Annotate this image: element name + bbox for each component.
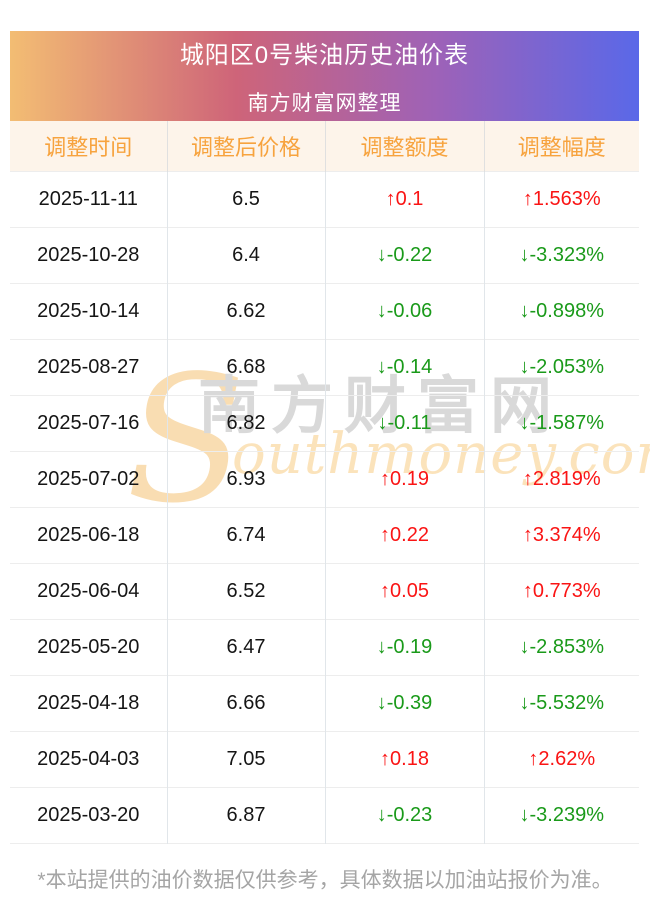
price-after-cell: 6.52 xyxy=(167,562,326,619)
col-header-price-after: 调整后价格 xyxy=(167,121,326,171)
oil-price-card: S outhmoney.com 南方财富网 城阳区0号柴油历史油价表 南方财富网… xyxy=(10,31,650,844)
change-amount-cell: ↑0.18 xyxy=(325,730,485,787)
adjust-date-cell: 2025-07-16 xyxy=(10,394,168,451)
change-amount-cell: ↑0.1 xyxy=(325,170,485,227)
change-pct-cell: ↓-2.853% xyxy=(484,618,639,675)
change-amount-cell: ↓-0.14 xyxy=(325,338,485,395)
change-pct-cell: ↑3.374% xyxy=(484,506,639,563)
change-pct-cell: ↓-0.898% xyxy=(484,282,639,339)
change-pct-cell: ↓-5.532% xyxy=(484,674,639,731)
price-after-cell: 6.82 xyxy=(167,394,326,451)
adjust-date-cell: 2025-08-27 xyxy=(10,338,168,395)
change-pct-cell: ↑1.563% xyxy=(484,170,639,227)
change-pct-cell: ↓-3.239% xyxy=(484,786,639,843)
adjust-date-cell: 2025-10-14 xyxy=(10,282,168,339)
change-amount-cell: ↓-0.06 xyxy=(325,282,485,339)
price-after-cell: 6.4 xyxy=(167,226,326,283)
adjust-date-cell: 2025-10-28 xyxy=(10,226,168,283)
change-amount-cell: ↑0.22 xyxy=(325,506,485,563)
table-header-row: 调整时间 调整后价格 调整额度 调整幅度 xyxy=(10,121,639,171)
change-pct-cell: ↑0.773% xyxy=(484,562,639,619)
table-row: 2025-07-16 6.82 ↓-0.11 ↓-1.587% xyxy=(10,394,639,451)
adjust-date-cell: 2025-06-18 xyxy=(10,506,168,563)
price-after-cell: 6.62 xyxy=(167,282,326,339)
price-after-cell: 6.66 xyxy=(167,674,326,731)
table-body: 2025-11-11 6.5 ↑0.1 ↑1.563% 2025-10-28 6.4 ↓-0… xyxy=(10,170,639,843)
price-after-cell: 6.68 xyxy=(167,338,326,395)
table-row: 2025-04-18 6.66 ↓-0.39 ↓-5.532% xyxy=(10,674,639,731)
table-row: 2025-10-14 6.62 ↓-0.06 ↓-0.898% xyxy=(10,282,639,339)
price-table: 调整时间 调整后价格 调整额度 调整幅度 2025-11-11 6.5 ↑0.1 ↑1… xyxy=(10,121,639,844)
table-row: 2025-08-27 6.68 ↓-0.14 ↓-2.053% xyxy=(10,338,639,395)
change-pct-cell: ↓-3.323% xyxy=(484,226,639,283)
change-amount-cell: ↑0.19 xyxy=(325,450,485,507)
adjust-date-cell: 2025-04-03 xyxy=(10,730,168,787)
table-row: 2025-06-18 6.74 ↑0.22 ↑3.374% xyxy=(10,506,639,563)
col-header-change-pct: 调整幅度 xyxy=(484,121,639,171)
change-pct-cell: ↓-2.053% xyxy=(484,338,639,395)
price-after-cell: 6.5 xyxy=(167,170,326,227)
price-after-cell: 6.47 xyxy=(167,618,326,675)
change-amount-cell: ↓-0.39 xyxy=(325,674,485,731)
page-subtitle: 南方财富网整理 xyxy=(247,92,402,115)
change-amount-cell: ↑0.05 xyxy=(325,562,485,619)
adjust-date-cell: 2025-07-02 xyxy=(10,450,168,507)
change-pct-cell: ↓-1.587% xyxy=(484,394,639,451)
adjust-date-cell: 2025-06-04 xyxy=(10,562,168,619)
change-amount-cell: ↓-0.22 xyxy=(325,226,485,283)
table-row: 2025-11-11 6.5 ↑0.1 ↑1.563% xyxy=(10,170,639,227)
price-after-cell: 6.87 xyxy=(167,786,326,843)
table-row: 2025-10-28 6.4 ↓-0.22 ↓-3.323% xyxy=(10,226,639,283)
adjust-date-cell: 2025-03-20 xyxy=(10,786,168,843)
change-pct-cell: ↑2.62% xyxy=(484,730,639,787)
adjust-date-cell: 2025-11-11 xyxy=(10,170,168,227)
card-header: 城阳区0号柴油历史油价表 南方财富网整理 xyxy=(10,31,639,121)
col-header-change-amount: 调整额度 xyxy=(325,121,485,171)
table-row: 2025-06-04 6.52 ↑0.05 ↑0.773% xyxy=(10,562,639,619)
change-pct-cell: ↑2.819% xyxy=(484,450,639,507)
page-title: 城阳区0号柴油历史油价表 xyxy=(179,42,470,69)
table-row: 2025-07-02 6.93 ↑0.19 ↑2.819% xyxy=(10,450,639,507)
table-row: 2025-03-20 6.87 ↓-0.23 ↓-3.239% xyxy=(10,786,639,843)
col-header-adjust-time: 调整时间 xyxy=(10,121,168,171)
table-row: 2025-05-20 6.47 ↓-0.19 ↓-2.853% xyxy=(10,618,639,675)
price-after-cell: 7.05 xyxy=(167,730,326,787)
price-after-cell: 6.74 xyxy=(167,506,326,563)
adjust-date-cell: 2025-04-18 xyxy=(10,674,168,731)
table-row: 2025-04-03 7.05 ↑0.18 ↑2.62% xyxy=(10,730,639,787)
change-amount-cell: ↓-0.23 xyxy=(325,786,485,843)
footer-note: *本站提供的油价数据仅供参考，具体数据以加油站报价为准。 xyxy=(37,869,613,892)
adjust-date-cell: 2025-05-20 xyxy=(10,618,168,675)
change-amount-cell: ↓-0.11 xyxy=(325,394,485,451)
change-amount-cell: ↓-0.19 xyxy=(325,618,485,675)
price-after-cell: 6.93 xyxy=(167,450,326,507)
